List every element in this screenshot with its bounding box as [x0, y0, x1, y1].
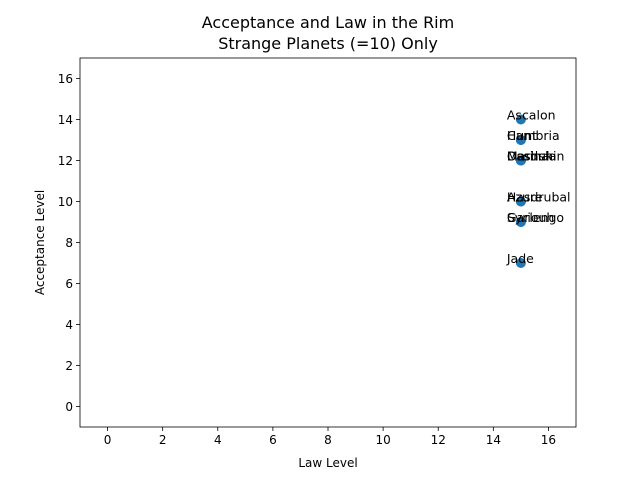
point-label: Ossinaa [507, 149, 557, 164]
data-point [515, 114, 526, 125]
data-point [515, 155, 526, 166]
chart-title: Acceptance and Law in the Rim [202, 13, 454, 32]
point-label: Hunt [507, 128, 537, 143]
point-label: Hasdrubal [507, 190, 571, 205]
x-axis-ticks: 0 2 4 6 8 10 12 14 16 [104, 427, 556, 447]
x-tick-label: 4 [214, 433, 222, 447]
plot-area [79, 57, 577, 428]
y-tick-label: 14 [58, 113, 73, 127]
data-point [515, 258, 526, 268]
y-tick-label: 4 [65, 318, 73, 332]
point-label: Azure [507, 190, 543, 205]
point-label: Marduk [507, 149, 554, 164]
point-label: Dashshin [507, 149, 565, 164]
y-tick-label: 10 [58, 195, 73, 209]
point-label: Cambria [507, 128, 560, 143]
y-axis-ticks: 0 2 4 6 8 10 12 14 16 [58, 72, 80, 414]
x-tick-label: 6 [269, 433, 277, 447]
data-points [515, 114, 526, 268]
y-tick-label: 8 [65, 236, 73, 250]
chart-subtitle: Strange Planets (=10) Only [218, 34, 438, 53]
y-tick-label: 2 [65, 359, 73, 373]
x-tick-label: 16 [541, 433, 556, 447]
data-point [515, 196, 526, 207]
y-tick-label: 12 [58, 154, 73, 168]
x-axis-label: Law Level [298, 456, 357, 470]
x-tick-label: 12 [431, 433, 446, 447]
y-tick-label: 0 [65, 400, 73, 414]
x-tick-label: 8 [324, 433, 332, 447]
point-label: Syriouh [507, 210, 554, 225]
point-label: Ascalon [507, 108, 556, 123]
point-label: Garlengo [507, 210, 564, 225]
x-tick-label: 10 [375, 433, 390, 447]
y-tick-label: 16 [58, 72, 73, 86]
y-tick-label: 6 [65, 277, 73, 291]
data-point [515, 135, 526, 145]
y-axis-label: Acceptance Level [33, 190, 47, 295]
data-point [515, 217, 526, 227]
point-label: Jade [506, 251, 534, 266]
x-tick-label: 0 [104, 433, 112, 447]
x-tick-label: 2 [159, 433, 167, 447]
x-tick-label: 14 [486, 433, 501, 447]
